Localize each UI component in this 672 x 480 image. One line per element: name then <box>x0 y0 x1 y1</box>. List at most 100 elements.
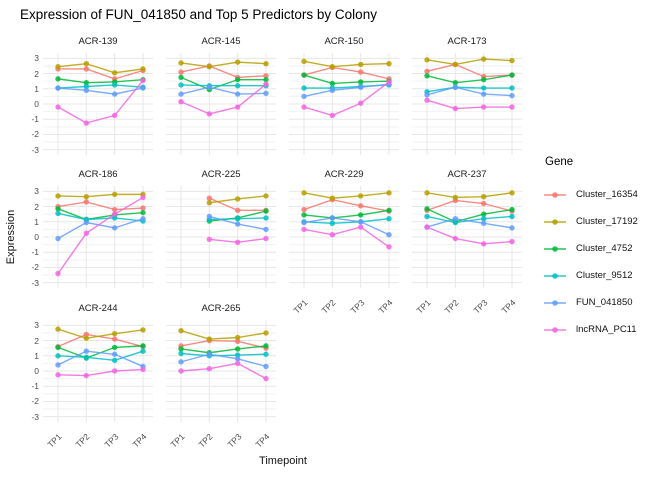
data-point-Cluster_4752 <box>178 74 184 81</box>
data-point-Cluster_16354 <box>263 73 269 79</box>
data-point-Cluster_17192 <box>234 196 241 202</box>
data-point-Cluster_17192 <box>452 194 459 201</box>
data-point-FUN_041850 <box>452 84 459 90</box>
data-point-Cluster_4752 <box>424 73 430 79</box>
data-point-FUN_041850 <box>83 87 90 93</box>
data-point-Cluster_17192 <box>111 191 118 198</box>
facet-panel-ACR-139 <box>43 53 153 155</box>
data-point-Cluster_9512 <box>480 216 487 222</box>
data-point-Cluster_4752 <box>386 207 392 214</box>
data-point-FUN_041850 <box>55 235 61 242</box>
data-point-FUN_041850 <box>206 351 213 357</box>
series-line-Cluster_9512 <box>426 86 512 93</box>
data-point-FUN_041850 <box>263 226 269 233</box>
data-point-Cluster_16354 <box>357 203 364 209</box>
data-point-Cluster_4752 <box>234 76 241 83</box>
series-line-Cluster_16354 <box>303 66 390 80</box>
data-point-Cluster_9512 <box>263 215 269 221</box>
legend-key-icon <box>544 218 566 225</box>
facet-panel-ACR-229 <box>289 186 399 288</box>
series-line-Cluster_17192 <box>426 192 513 199</box>
y-tick-label: 0 <box>34 366 39 376</box>
data-point-FUN_041850 <box>234 221 241 227</box>
y-tick-label: 2 <box>34 68 39 79</box>
y-tick-label: -1 <box>31 114 39 125</box>
facet-strip-ACR-139: ACR-139 <box>78 36 118 47</box>
data-point-Cluster_4752 <box>178 346 184 352</box>
series-line-Cluster_9512 <box>180 352 267 357</box>
facet-strip-ACR-225: ACR-225 <box>201 169 241 180</box>
data-point-Cluster_4752 <box>263 343 269 349</box>
data-point-Cluster_9512 <box>234 352 241 358</box>
legend-entry-FUN_041850: FUN_041850 <box>543 289 671 316</box>
x-tick-label: TP4 <box>376 297 395 316</box>
data-point-Cluster_9512 <box>509 85 515 91</box>
facet-panel-ACR-237 <box>412 186 522 288</box>
data-point-FUN_041850 <box>509 225 515 231</box>
data-point-Cluster_17192 <box>140 66 146 72</box>
legend-key-icon <box>544 326 566 333</box>
data-point-FUN_041850 <box>329 215 336 221</box>
legend-entry-Cluster_17192: Cluster_17192 <box>543 208 671 235</box>
data-point-Cluster_17192 <box>509 57 515 64</box>
data-point-Cluster_17192 <box>301 58 307 65</box>
data-point-lncRNA_PC11 <box>357 224 364 230</box>
data-point-FUN_041850 <box>111 225 118 231</box>
data-point-lncRNA_PC11 <box>263 375 269 382</box>
series-line-Cluster_9512 <box>303 218 390 224</box>
data-point-Cluster_16354 <box>206 195 213 201</box>
data-point-Cluster_17192 <box>111 331 118 337</box>
data-point-Cluster_16354 <box>301 206 307 213</box>
data-point-lncRNA_PC11 <box>111 211 118 217</box>
data-point-Cluster_17192 <box>263 60 269 67</box>
data-point-lncRNA_PC11 <box>178 368 184 374</box>
series-line-lncRNA_PC11 <box>426 226 513 245</box>
y-tick-label: 3 <box>34 186 39 197</box>
data-point-Cluster_9512 <box>509 213 515 220</box>
data-point-Cluster_9512 <box>329 220 336 226</box>
series-line-lncRNA_PC11 <box>303 81 390 117</box>
data-point-FUN_041850 <box>301 93 307 100</box>
data-point-lncRNA_PC11 <box>55 104 61 110</box>
data-point-Cluster_17192 <box>206 64 213 70</box>
data-point-Cluster_9512 <box>452 219 459 226</box>
data-point-lncRNA_PC11 <box>111 112 118 119</box>
data-point-Cluster_4752 <box>329 80 336 87</box>
data-point-FUN_041850 <box>509 92 515 99</box>
series-line-Cluster_17192 <box>57 328 144 339</box>
facet-panel-ACR-145 <box>166 53 276 155</box>
legend-entry-Cluster_4752: Cluster_4752 <box>543 235 671 262</box>
legend-title: Gene <box>545 156 574 168</box>
y-tick-label: 0 <box>34 99 39 109</box>
data-point-Cluster_17192 <box>357 193 364 199</box>
data-point-FUN_041850 <box>357 219 364 225</box>
data-point-Cluster_4752 <box>263 208 269 214</box>
y-tick-label: 1 <box>34 216 39 227</box>
series-line-Cluster_16354 <box>426 199 513 212</box>
legend-entry-lncRNA_PC11: lncRNA_PC11 <box>543 316 671 343</box>
series-line-FUN_041850 <box>57 87 144 95</box>
series-line-Cluster_17192 <box>303 192 390 199</box>
y-tick-label: -3 <box>31 277 39 288</box>
data-point-Cluster_17192 <box>234 59 241 65</box>
data-point-Cluster_4752 <box>83 79 90 86</box>
series-line-FUN_041850 <box>180 353 267 368</box>
data-point-Cluster_4752 <box>480 211 487 217</box>
data-point-Cluster_9512 <box>234 83 241 89</box>
data-point-lncRNA_PC11 <box>55 372 61 378</box>
data-point-lncRNA_PC11 <box>480 241 487 247</box>
data-point-Cluster_4752 <box>301 72 307 78</box>
data-point-Cluster_16354 <box>111 336 118 342</box>
series-line-FUN_041850 <box>303 83 390 98</box>
data-point-FUN_041850 <box>263 363 269 370</box>
data-point-Cluster_9512 <box>83 354 90 360</box>
series-line-lncRNA_PC11 <box>57 196 144 274</box>
data-point-Cluster_4752 <box>480 76 487 83</box>
data-point-Cluster_17192 <box>480 56 487 62</box>
data-point-Cluster_9512 <box>178 350 184 357</box>
legend-entry-Cluster_9512: Cluster_9512 <box>543 262 671 289</box>
series-line-FUN_041850 <box>426 218 513 229</box>
y-tick-label: 1 <box>34 350 39 361</box>
series-line-Cluster_4752 <box>426 74 513 84</box>
data-point-Cluster_17192 <box>55 326 61 332</box>
